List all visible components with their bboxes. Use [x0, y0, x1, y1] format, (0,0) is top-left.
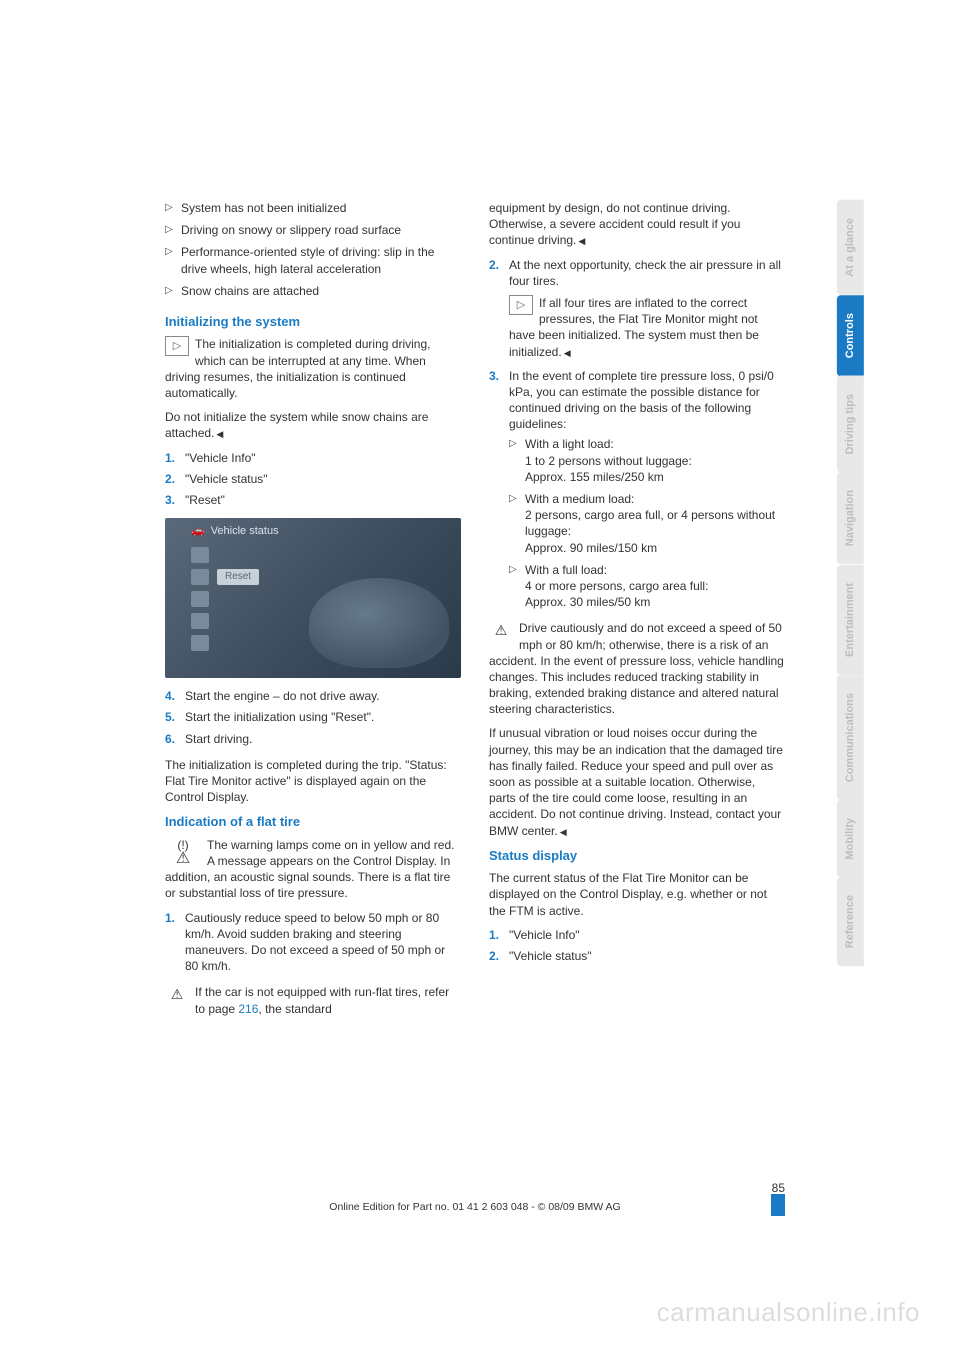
- caution-text-2: If unusual vibration or loud noises occu…: [489, 725, 785, 838]
- tab-controls[interactable]: Controls: [837, 295, 864, 376]
- page-content: System has not been initialized Driving …: [165, 200, 785, 1025]
- caution-text-1: Drive cautiously and do not exceed a spe…: [489, 621, 784, 716]
- right-column: equipment by design, do not continue dri…: [489, 200, 785, 1025]
- screenshot-menu-item: [191, 588, 259, 610]
- step-item: 6.Start driving.: [165, 731, 461, 747]
- step-item: 1.Cautiously reduce speed to below 50 mp…: [165, 910, 461, 975]
- step-item: 2. At the next opportunity, check the ai…: [489, 257, 785, 360]
- caution-block: ⚠ Drive cautiously and do not exceed a s…: [489, 620, 785, 717]
- init-steps-a: 1."Vehicle Info" 2."Vehicle status" 3."R…: [165, 450, 461, 509]
- tab-reference[interactable]: Reference: [837, 877, 864, 966]
- flat-warning: ⚠ If the car is not equipped with run-fl…: [165, 984, 461, 1016]
- reset-label: Reset: [217, 569, 259, 585]
- note-text: The initialization is completed during d…: [165, 337, 430, 400]
- warning-icon: [191, 635, 209, 651]
- tab-navigation[interactable]: Navigation: [837, 472, 864, 564]
- car-icon: 🚗: [191, 524, 205, 539]
- screenshot-menu-item: [191, 610, 259, 632]
- note-text-2: Do not initialize the system while snow …: [165, 409, 461, 441]
- heading-initializing: Initializing the system: [165, 313, 461, 331]
- heading-flat-tire: Indication of a flat tire: [165, 813, 461, 831]
- heading-status: Status display: [489, 847, 785, 865]
- tab-driving-tips[interactable]: Driving tips: [837, 376, 864, 473]
- step2-note-text: If all four tires are inflated to the co…: [509, 296, 759, 359]
- note-initialization: ▷ The initialization is completed during…: [165, 336, 461, 401]
- note-icon: ▷: [165, 336, 189, 356]
- warn-text-b: , the standard: [258, 1002, 331, 1016]
- status-steps: 1."Vehicle Info" 2."Vehicle status": [489, 927, 785, 964]
- tab-entertainment[interactable]: Entertainment: [837, 565, 864, 675]
- note-icon: ▷: [509, 295, 533, 315]
- watermark: carmanualsonline.info: [657, 1295, 920, 1330]
- tire-icon: [191, 569, 209, 585]
- page-link[interactable]: 216: [238, 1002, 258, 1016]
- step2-note: ▷ If all four tires are inflated to the …: [509, 295, 785, 360]
- tab-at-a-glance[interactable]: At a glance: [837, 200, 864, 295]
- step-item: 2."Vehicle status": [489, 948, 785, 964]
- step-item: 1."Vehicle Info": [489, 927, 785, 943]
- step-item: 5.Start the initialization using "Reset"…: [165, 709, 461, 725]
- flat-tire-text: The warning lamps come on in yellow and …: [165, 838, 454, 901]
- load-item: With a full load: 4 or more persons, car…: [509, 562, 785, 611]
- step-item: 3."Reset": [165, 492, 461, 508]
- tab-communications[interactable]: Communications: [837, 675, 864, 800]
- service-icon: [191, 613, 209, 629]
- idrive-screenshot: 🚗 Vehicle status Reset: [165, 518, 461, 678]
- list-item: Driving on snowy or slippery road surfac…: [165, 222, 461, 238]
- warning-triangle-icon: ⚠: [489, 620, 513, 640]
- load-item: With a medium load: 2 persons, cargo are…: [509, 491, 785, 556]
- right-steps: 2. At the next opportunity, check the ai…: [489, 257, 785, 611]
- list-item: Snow chains are attached: [165, 283, 461, 299]
- page-number: 85: [772, 1181, 785, 1195]
- warning-lamp-icon: (!)⚠: [165, 837, 201, 869]
- side-tabs: At a glance Controls Driving tips Naviga…: [837, 200, 865, 967]
- screenshot-menu-item: [191, 544, 259, 566]
- screenshot-menu-item: [191, 632, 259, 654]
- step-item: 3. In the event of complete tire pressur…: [489, 368, 785, 611]
- screenshot-header: 🚗 Vehicle status: [191, 524, 279, 539]
- engine-icon: [191, 591, 209, 607]
- car-graphic: [309, 578, 449, 668]
- warning-triangle-icon: ⚠: [165, 984, 189, 1004]
- screenshot-menu-item-reset: Reset: [191, 566, 259, 588]
- load-item: With a light load: 1 to 2 persons withou…: [509, 436, 785, 485]
- init-complete-text: The initialization is completed during t…: [165, 757, 461, 806]
- list-item: System has not been initialized: [165, 200, 461, 216]
- flat-tire-note: (!)⚠ The warning lamps come on in yellow…: [165, 837, 461, 902]
- footer-line: Online Edition for Part no. 01 41 2 603 …: [165, 1200, 785, 1214]
- screenshot-menu: Reset: [191, 544, 259, 654]
- step-item: 2."Vehicle status": [165, 471, 461, 487]
- page-number-block: 85: [470, 1180, 785, 1196]
- flat-steps: 1.Cautiously reduce speed to below 50 mp…: [165, 910, 461, 975]
- limitations-list: System has not been initialized Driving …: [165, 200, 461, 299]
- init-steps-b: 4.Start the engine – do not drive away. …: [165, 688, 461, 747]
- tab-mobility[interactable]: Mobility: [837, 800, 864, 878]
- load-list: With a light load: 1 to 2 persons withou…: [509, 436, 785, 610]
- left-column: System has not been initialized Driving …: [165, 200, 461, 1025]
- step-item: 4.Start the engine – do not drive away.: [165, 688, 461, 704]
- screenshot-title: Vehicle status: [211, 524, 279, 539]
- tire-icon: [191, 547, 209, 563]
- step-item: 1."Vehicle Info": [165, 450, 461, 466]
- continuation-text: equipment by design, do not continue dri…: [489, 200, 785, 249]
- status-text: The current status of the Flat Tire Moni…: [489, 870, 785, 919]
- list-item: Performance-oriented style of driving: s…: [165, 244, 461, 276]
